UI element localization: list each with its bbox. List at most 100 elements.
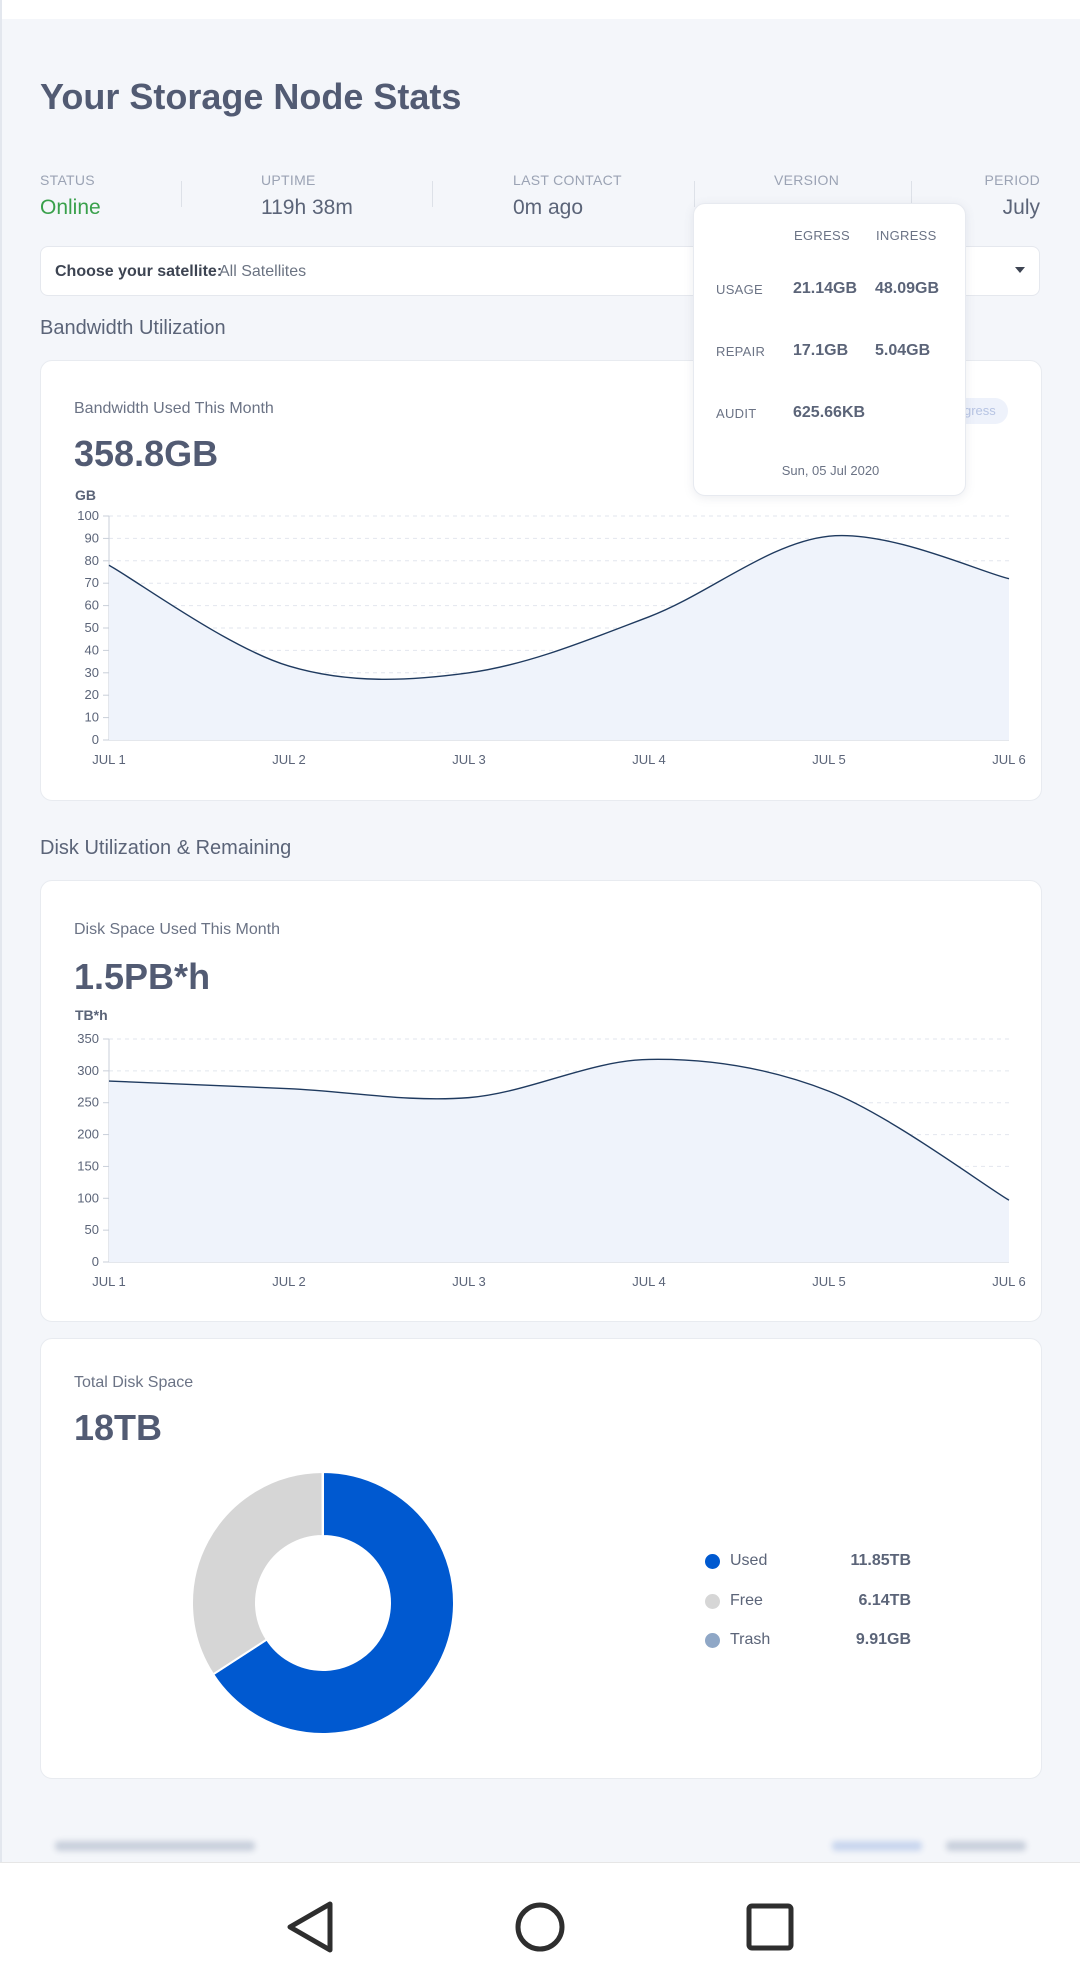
status-bar-area [0, 0, 1080, 19]
system-navigation-bar [0, 1862, 1080, 1984]
x-tick-label: JUL 3 [452, 1274, 485, 1289]
series-line [108, 1058, 1010, 1201]
legend-trash-value: 9.91GB [855, 1631, 911, 1648]
tooltip-repair-label: REPAIR [716, 344, 766, 359]
x-tick-label: JUL 6 [992, 752, 1025, 767]
y-tick-label: 250 [77, 1095, 99, 1110]
bandwidth-card-title: Bandwidth Used This Month [74, 400, 274, 417]
stat-last-contact-label: LAST CONTACT [513, 172, 622, 188]
y-tick-label: 0 [92, 1254, 99, 1269]
donut-slice-free [191, 1470, 324, 1676]
disk-donut-chart [191, 1470, 455, 1735]
recents-icon[interactable] [742, 1899, 798, 1955]
disk-space-chart: TB*h 0 50 100 150 200 250 300 350 JUL 1 JUL 2 JUL 3… [75, 1007, 1026, 1289]
stat-status-value: Online [40, 196, 101, 219]
y-tick-label: 150 [77, 1158, 99, 1173]
disk-space-card: Disk Space Used This Month 1.5PB*h TB*h 0… [40, 880, 1042, 1322]
y-tick-label: 60 [85, 598, 99, 613]
tooltip-usage-egress: 21.14GB [793, 280, 858, 297]
footer-right-links[interactable] [832, 1835, 1037, 1857]
y-tick-label: 300 [77, 1063, 99, 1078]
x-tick-label: JUL 3 [452, 752, 485, 767]
page-title: Your Storage Node Stats [40, 76, 462, 117]
y-tick-label: 350 [77, 1031, 99, 1046]
x-tick-label: JUL 6 [992, 1274, 1025, 1289]
legend-used-dot [705, 1554, 720, 1569]
y-tick-label: 70 [85, 575, 99, 590]
stat-status: STATUS Online [40, 172, 101, 220]
stat-uptime-value: 119h 38m [261, 196, 353, 219]
y-tick-label: 80 [85, 553, 99, 568]
y-tick-label: 10 [85, 710, 99, 725]
x-tick-label: JUL 4 [632, 752, 665, 767]
stat-status-label: STATUS [40, 172, 95, 188]
legend-used: Used 11.85TB [705, 1550, 911, 1572]
tooltip-repair-ingress: 5.04GB [875, 342, 931, 359]
y-axis-unit: GB [75, 487, 96, 503]
x-tick-label: JUL 1 [92, 752, 125, 767]
disk-total: 1.5PB*h [74, 956, 211, 997]
legend-free-dot [705, 1594, 720, 1609]
total-disk-title: Total Disk Space [74, 1374, 194, 1391]
tooltip-egress-header: EGRESS [794, 228, 850, 243]
stat-divider [181, 181, 182, 207]
stat-divider [432, 181, 433, 207]
y-tick-label: 100 [77, 1190, 99, 1205]
y-tick-label: 0 [92, 732, 99, 747]
x-tick-label: JUL 4 [632, 1274, 665, 1289]
series-line [108, 534, 1010, 680]
stat-uptime: UPTIME 119h 38m [261, 172, 353, 220]
satellite-selector-value: All Satellites [219, 263, 307, 280]
x-tick-label: JUL 5 [812, 1274, 845, 1289]
stat-version-label: VERSION [774, 172, 840, 188]
stat-period-value: July [1002, 196, 1040, 219]
stat-divider [911, 181, 912, 207]
stat-last-contact-value: 0m ago [513, 196, 584, 219]
stat-uptime-label: UPTIME [261, 172, 316, 188]
disk-card-title: Disk Space Used This Month [74, 921, 281, 938]
legend-used-name: Used [730, 1552, 768, 1569]
stat-period-label: PERIOD [984, 172, 1040, 188]
stat-period: PERIOD July [985, 172, 1040, 220]
disk-section-title: Disk Utilization & Remaining [40, 837, 292, 859]
satellite-selector-label: Choose your satellite: [55, 263, 223, 280]
tooltip-repair-egress: 17.1GB [793, 342, 849, 359]
y-tick-label: 50 [85, 620, 99, 635]
left-divider [0, 0, 2, 1862]
legend-trash: Trash 9.91GB [705, 1629, 911, 1651]
series-area [109, 535, 1009, 740]
legend-trash-name: Trash [730, 1631, 771, 1648]
y-tick-label: 40 [85, 642, 99, 657]
tooltip-audit-egress: 625.66KB [793, 404, 866, 421]
legend-used-value: 11.85TB [850, 1552, 911, 1569]
total-disk-card: Total Disk Space 18TB [40, 1338, 1042, 1779]
bandwidth-chart: GB 0 10 20 30 40 50 60 70 80 90 100 JUL 1 JUL 2 JUL 3 J… [75, 487, 1026, 767]
tooltip-usage-label: USAGE [716, 282, 764, 297]
home-icon[interactable] [512, 1899, 568, 1955]
back-icon[interactable] [282, 1899, 338, 1955]
y-tick-label: 50 [85, 1222, 99, 1237]
y-tick-label: 100 [77, 508, 99, 523]
y-tick-label: 200 [77, 1127, 99, 1142]
legend-free-name: Free [730, 1592, 763, 1609]
chevron-down-icon [1015, 267, 1025, 273]
bandwidth-section-title: Bandwidth Utilization [40, 317, 226, 339]
bandwidth-tooltip: EGRESS INGRESS USAGE 21.14GB 48.09GB REP… [693, 203, 966, 496]
legend-free: Free 6.14TB [705, 1590, 911, 1612]
legend-trash-dot [705, 1633, 720, 1648]
x-tick-label: JUL 2 [272, 1274, 305, 1289]
series-area [109, 1059, 1009, 1262]
footer-left-text [55, 1835, 265, 1857]
x-tick-label: JUL 5 [812, 752, 845, 767]
donut-slice-used [211, 1470, 455, 1735]
total-disk-value: 18TB [74, 1407, 163, 1448]
legend-free-value: 6.14TB [858, 1592, 911, 1609]
y-axis-unit: TB*h [75, 1007, 108, 1023]
tooltip-audit-label: AUDIT [716, 406, 757, 421]
bandwidth-card: Bandwidth Used This Month 358.8GB GB 0 10 2… [40, 360, 1042, 801]
tooltip-date: Sun, 05 Jul 2020 [781, 463, 880, 478]
stat-divider [694, 181, 695, 207]
stat-version: VERSION [774, 172, 839, 196]
y-tick-label: 30 [85, 665, 99, 680]
y-tick-label: 90 [85, 530, 99, 545]
